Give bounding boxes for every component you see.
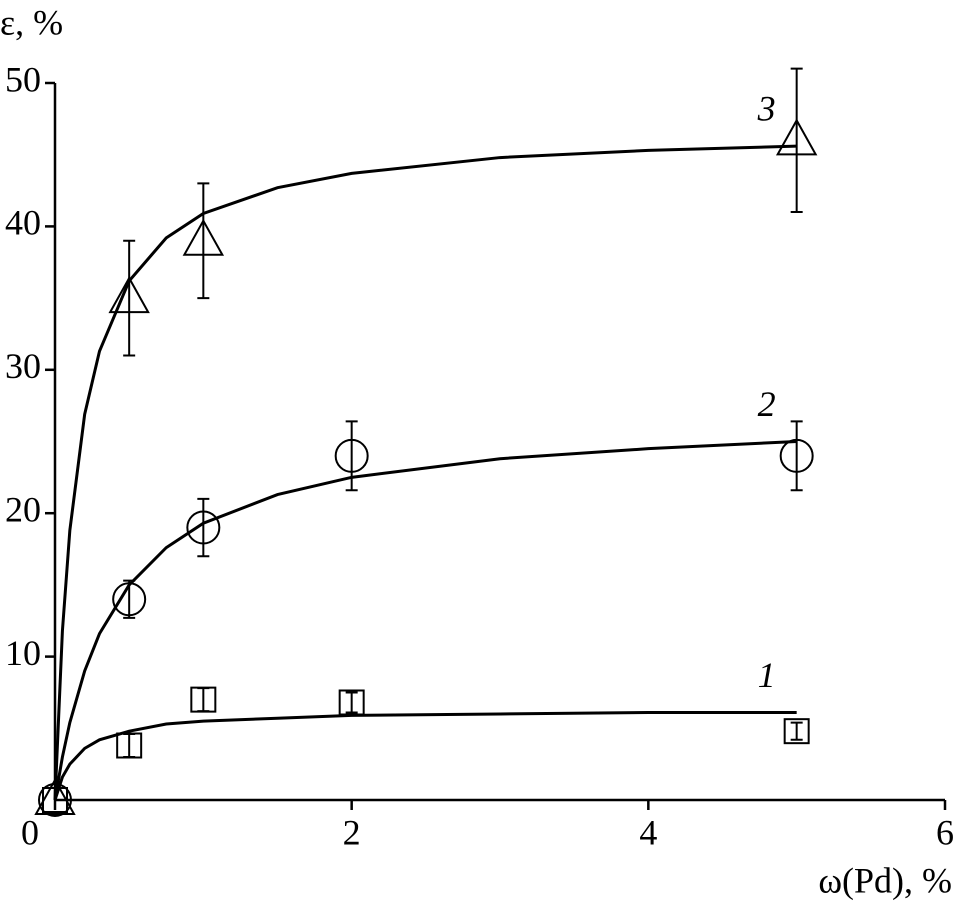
curve-label: 2 [758, 384, 776, 424]
x-tick-label: 2 [343, 812, 361, 852]
error-bar [197, 687, 210, 713]
error-bar [197, 182, 210, 300]
fit-curve [53, 711, 797, 801]
error-bar [345, 691, 358, 714]
triangle-marker [34, 777, 76, 815]
error-bar [790, 721, 803, 741]
error-bar [790, 420, 803, 492]
triangle-marker [108, 276, 150, 314]
y-tick-label: 10 [5, 633, 41, 673]
error-bar [197, 497, 210, 558]
triangle-marker [182, 218, 225, 256]
x-tick-label: 0 [21, 812, 39, 852]
circle-marker [112, 582, 147, 617]
y-tick-label: 40 [5, 203, 41, 243]
circle-marker [779, 438, 814, 473]
x-tick-label: 4 [639, 812, 657, 852]
circle-marker [334, 438, 369, 473]
fit-curve [53, 440, 797, 801]
y-tick-label: 30 [5, 346, 41, 386]
square-marker [783, 718, 810, 745]
circle-marker [186, 510, 221, 545]
y-axis-label: ε, % [0, 2, 63, 42]
square-marker [338, 689, 365, 716]
error-bar [123, 239, 136, 357]
error-bar [345, 420, 358, 492]
y-tick-label: 20 [5, 489, 41, 529]
error-bar [123, 733, 136, 758]
triangle-marker [775, 118, 818, 156]
square-marker [116, 732, 143, 759]
x-axis-label: ω(Pd), % [818, 860, 952, 900]
error-bar [123, 579, 136, 619]
curve-label: 1 [758, 655, 776, 695]
x-tick-label: 6 [936, 812, 954, 852]
square-marker [190, 686, 217, 713]
error-bar [790, 67, 803, 214]
fit-curve [53, 144, 797, 801]
curve-label: 3 [757, 88, 776, 128]
y-tick-label: 50 [5, 59, 41, 99]
